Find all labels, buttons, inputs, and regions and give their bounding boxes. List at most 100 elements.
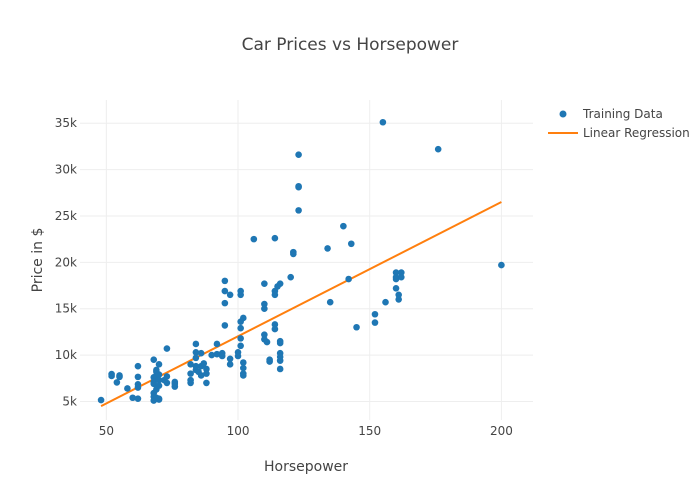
- data-point[interactable]: [226, 291, 234, 299]
- data-point[interactable]: [347, 240, 355, 248]
- data-point[interactable]: [197, 372, 205, 379]
- data-point[interactable]: [192, 348, 200, 356]
- data-point[interactable]: [108, 372, 115, 380]
- data-point[interactable]: [276, 280, 284, 287]
- data-point[interactable]: [398, 269, 405, 276]
- data-point[interactable]: [155, 361, 163, 368]
- data-point[interactable]: [271, 321, 279, 328]
- data-point[interactable]: [234, 348, 242, 356]
- data-point[interactable]: [261, 331, 268, 338]
- data-point[interactable]: [187, 376, 194, 384]
- data-point[interactable]: [353, 323, 360, 331]
- data-point[interactable]: [237, 287, 244, 295]
- data-point[interactable]: [395, 296, 402, 303]
- data-point[interactable]: [239, 314, 247, 322]
- data-point[interactable]: [271, 291, 279, 299]
- data-point[interactable]: [237, 342, 244, 350]
- y-tick-label: 35k: [55, 116, 77, 130]
- data-point[interactable]: [340, 222, 347, 230]
- data-point[interactable]: [218, 352, 226, 360]
- data-point[interactable]: [498, 261, 505, 269]
- data-point[interactable]: [276, 357, 284, 364]
- data-point[interactable]: [271, 234, 279, 242]
- data-point[interactable]: [134, 362, 142, 370]
- x-tick-label: 200: [490, 424, 513, 438]
- data-point[interactable]: [221, 287, 229, 295]
- data-point[interactable]: [239, 359, 247, 366]
- data-point[interactable]: [187, 370, 194, 377]
- data-point[interactable]: [263, 338, 271, 346]
- data-point[interactable]: [155, 382, 163, 389]
- data-point[interactable]: [155, 376, 163, 384]
- data-point[interactable]: [261, 305, 268, 312]
- data-point[interactable]: [134, 384, 142, 391]
- data-point[interactable]: [155, 371, 163, 378]
- data-point[interactable]: [134, 395, 142, 402]
- data-point[interactable]: [187, 361, 194, 368]
- legend-item-linear-regression[interactable]: Linear Regression: [548, 126, 690, 140]
- data-point[interactable]: [150, 356, 158, 364]
- data-point[interactable]: [237, 324, 244, 332]
- data-point[interactable]: [163, 345, 171, 352]
- data-point[interactable]: [379, 118, 387, 126]
- data-point[interactable]: [266, 356, 273, 364]
- data-point[interactable]: [197, 349, 205, 357]
- data-point[interactable]: [239, 372, 247, 379]
- data-point[interactable]: [261, 300, 268, 308]
- data-point[interactable]: [113, 379, 121, 386]
- data-point[interactable]: [221, 299, 229, 307]
- data-point[interactable]: [116, 373, 123, 381]
- data-point[interactable]: [392, 275, 400, 283]
- data-point[interactable]: [155, 395, 163, 402]
- data-point[interactable]: [392, 269, 400, 276]
- data-point[interactable]: [203, 370, 210, 377]
- data-point[interactable]: [250, 235, 258, 243]
- data-point[interactable]: [295, 207, 302, 214]
- data-point[interactable]: [208, 351, 215, 359]
- legend[interactable]: Training Data Linear Regression: [548, 107, 690, 140]
- data-point[interactable]: [192, 340, 200, 348]
- data-point[interactable]: [213, 350, 221, 358]
- grid: [80, 100, 533, 420]
- data-point[interactable]: [226, 361, 234, 368]
- data-point[interactable]: [163, 373, 171, 380]
- data-point[interactable]: [192, 354, 200, 362]
- data-point[interactable]: [163, 379, 171, 387]
- regression-line[interactable]: [100, 201, 502, 407]
- data-point[interactable]: [203, 365, 210, 373]
- data-point[interactable]: [213, 340, 221, 348]
- data-point[interactable]: [239, 364, 247, 372]
- data-point[interactable]: [261, 280, 268, 287]
- data-point[interactable]: [295, 183, 302, 191]
- data-point[interactable]: [371, 310, 379, 318]
- data-point[interactable]: [221, 277, 229, 285]
- data-point[interactable]: [171, 380, 179, 388]
- data-point[interactable]: [392, 284, 400, 292]
- data-point[interactable]: [345, 275, 352, 283]
- data-point[interactable]: [287, 273, 294, 281]
- legend-item-training-data[interactable]: Training Data: [559, 107, 663, 121]
- data-point[interactable]: [326, 298, 334, 306]
- data-point[interactable]: [129, 394, 136, 402]
- data-point[interactable]: [124, 385, 131, 392]
- data-point[interactable]: [434, 145, 442, 153]
- data-point[interactable]: [221, 322, 229, 329]
- data-point[interactable]: [192, 362, 200, 370]
- data-point[interactable]: [276, 339, 284, 347]
- data-point[interactable]: [295, 151, 302, 159]
- data-point[interactable]: [97, 396, 105, 404]
- data-point[interactable]: [395, 291, 402, 299]
- data-point[interactable]: [371, 319, 379, 326]
- data-point[interactable]: [276, 365, 284, 373]
- data-point[interactable]: [324, 245, 331, 252]
- data-point[interactable]: [398, 273, 405, 281]
- data-point[interactable]: [203, 379, 210, 387]
- data-point[interactable]: [226, 355, 234, 363]
- data-point[interactable]: [200, 360, 208, 367]
- data-point[interactable]: [271, 325, 279, 333]
- data-point[interactable]: [237, 335, 244, 342]
- data-point[interactable]: [290, 250, 297, 258]
- data-point[interactable]: [134, 373, 142, 381]
- data-point[interactable]: [382, 298, 389, 306]
- data-point[interactable]: [150, 380, 158, 388]
